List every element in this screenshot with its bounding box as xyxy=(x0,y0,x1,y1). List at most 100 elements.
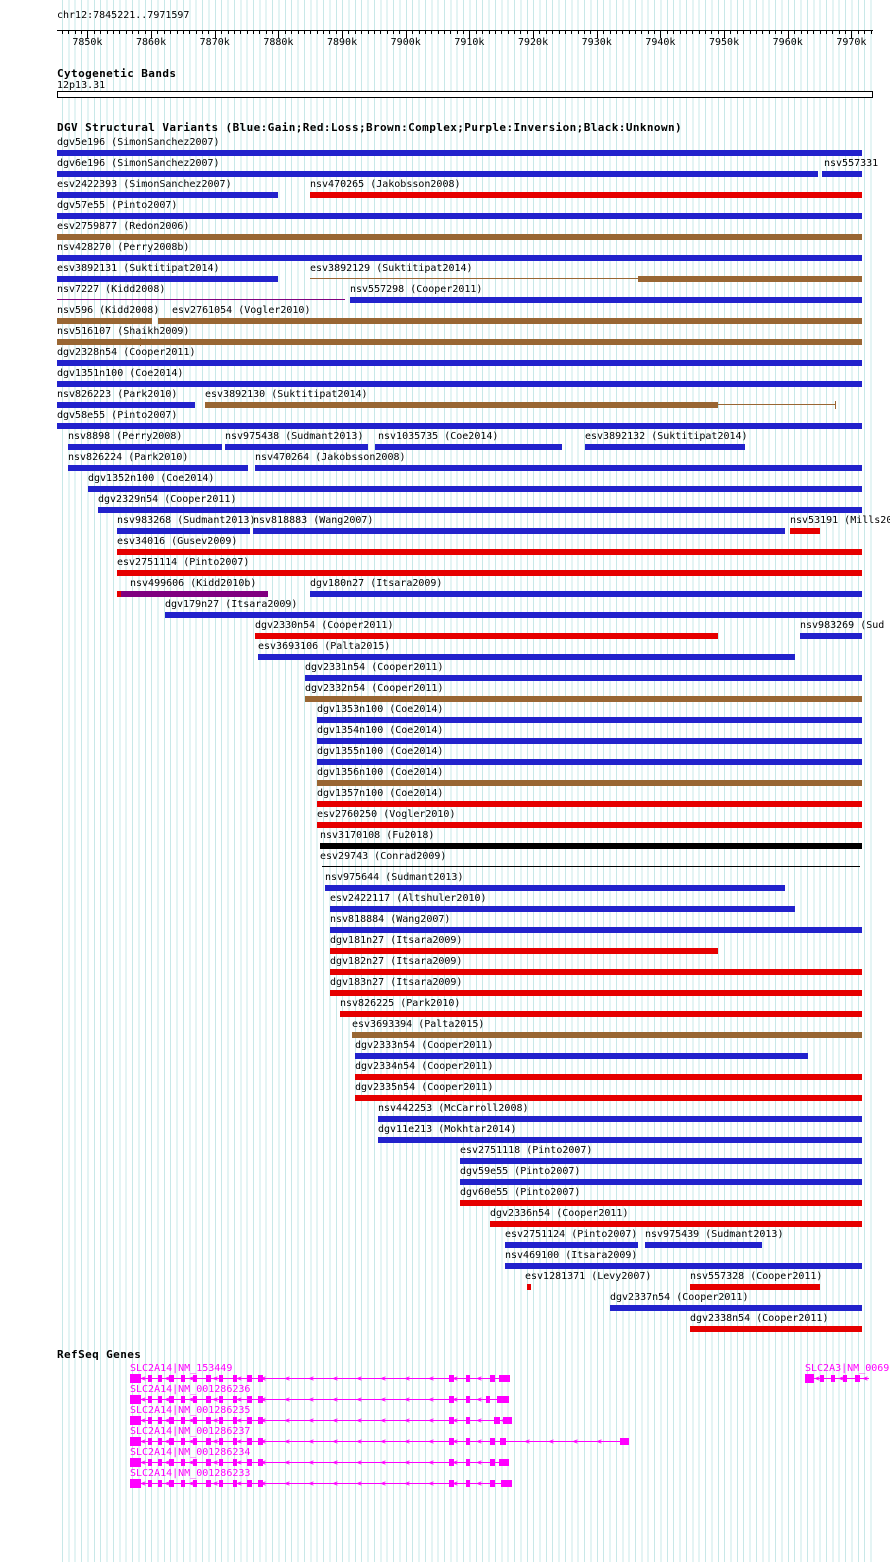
variant-label[interactable]: dgv1355n100 (Coe2014) xyxy=(317,746,444,757)
gene-first-exon[interactable] xyxy=(130,1437,141,1446)
variant-bar[interactable] xyxy=(325,885,785,891)
variant-label[interactable]: nsv557331 xyxy=(824,158,879,169)
gene-exon[interactable] xyxy=(181,1417,185,1424)
cytogenetic-band-glyph[interactable] xyxy=(57,91,873,98)
variant-label[interactable]: dgv57e55 (Pinto2007) xyxy=(57,200,178,211)
variant-label[interactable]: nsv3170108 (Fu2018) xyxy=(320,830,435,841)
variant-label[interactable]: nsv826225 (Park2010) xyxy=(340,998,461,1009)
variant-label[interactable]: esv2422393 (SimonSanchez2007) xyxy=(57,179,232,190)
gene-exon[interactable] xyxy=(193,1480,197,1487)
gene-exon[interactable] xyxy=(233,1459,237,1466)
variant-bar[interactable] xyxy=(68,444,222,450)
variant-label[interactable]: nsv516107 (Shaikh2009) xyxy=(57,326,190,337)
variant-label[interactable]: dgv2333n54 (Cooper2011) xyxy=(355,1040,494,1051)
variant-bar[interactable] xyxy=(165,612,862,618)
gene-exon[interactable] xyxy=(247,1438,252,1445)
variant-bar[interactable] xyxy=(57,255,862,261)
variant-bar[interactable] xyxy=(57,171,818,177)
gene-first-exon[interactable] xyxy=(805,1374,814,1383)
gene-exon[interactable] xyxy=(169,1396,174,1403)
gene-label[interactable]: SLC2A3|NM_0069 xyxy=(805,1363,890,1374)
gene-exon[interactable] xyxy=(181,1438,185,1445)
variant-bar[interactable] xyxy=(330,969,862,975)
gene-first-exon[interactable] xyxy=(130,1416,141,1425)
variant-label[interactable]: dgv6e196 (SimonSanchez2007) xyxy=(57,158,220,169)
variant-bar[interactable] xyxy=(375,444,562,450)
gene-exon[interactable] xyxy=(466,1438,470,1445)
variant-bar[interactable] xyxy=(460,1200,862,1206)
variant-label[interactable]: nsv442253 (McCarroll2008) xyxy=(378,1103,529,1114)
gene-exon[interactable] xyxy=(466,1396,470,1403)
variant-label[interactable]: dgv2334n54 (Cooper2011) xyxy=(355,1061,494,1072)
gene-exon[interactable] xyxy=(181,1480,185,1487)
variant-label[interactable]: dgv58e55 (Pinto2007) xyxy=(57,410,178,421)
variant-label[interactable]: esv2761054 (Vogler2010) xyxy=(172,305,311,316)
gene-exon[interactable] xyxy=(148,1375,152,1382)
gene-intron-line[interactable] xyxy=(135,1462,506,1463)
variant-label[interactable]: dgv1352n100 (Coe2014) xyxy=(88,473,215,484)
variant-bar[interactable] xyxy=(305,696,862,702)
variant-label[interactable]: esv29743 (Conrad2009) xyxy=(320,851,447,862)
variant-bar[interactable] xyxy=(57,276,278,282)
variant-bar[interactable] xyxy=(355,1053,808,1059)
gene-exon[interactable] xyxy=(219,1438,223,1445)
variant-label[interactable]: esv3892130 (Suktitipat2014) xyxy=(205,389,368,400)
variant-label[interactable]: dgv2336n54 (Cooper2011) xyxy=(490,1208,629,1219)
gene-exon[interactable] xyxy=(233,1396,237,1403)
gene-exon[interactable] xyxy=(843,1375,847,1382)
variant-bar[interactable] xyxy=(88,486,862,492)
variant-bar[interactable] xyxy=(68,465,248,471)
variant-label[interactable]: esv3892129 (Suktitipat2014) xyxy=(310,263,473,274)
variant-bar[interactable] xyxy=(117,528,250,534)
gene-exon[interactable] xyxy=(181,1459,185,1466)
gene-exon[interactable] xyxy=(219,1375,223,1382)
variant-label[interactable]: esv3892132 (Suktitipat2014) xyxy=(585,431,748,442)
gene-label[interactable]: SLC2A14|NM_001286233 xyxy=(130,1468,251,1479)
gene-exon[interactable] xyxy=(219,1396,223,1403)
gene-exon[interactable] xyxy=(169,1438,174,1445)
variant-label[interactable]: esv2759877 (Redon2006) xyxy=(57,221,190,232)
variant-bar[interactable] xyxy=(355,1074,862,1080)
gene-exon[interactable] xyxy=(503,1417,512,1424)
gene-exon[interactable] xyxy=(233,1417,237,1424)
gene-intron-line[interactable] xyxy=(135,1441,625,1442)
variant-bar[interactable] xyxy=(320,843,862,849)
variant-label[interactable]: dgv2337n54 (Cooper2011) xyxy=(610,1292,749,1303)
gene-exon[interactable] xyxy=(206,1396,211,1403)
gene-label[interactable]: SLC2A14|NM_153449 xyxy=(130,1363,233,1374)
gene-exon[interactable] xyxy=(501,1480,512,1487)
gene-exon[interactable] xyxy=(466,1417,470,1424)
variant-bar[interactable] xyxy=(645,1242,762,1248)
variant-bar[interactable] xyxy=(350,297,862,303)
gene-exon[interactable] xyxy=(247,1417,252,1424)
variant-label[interactable]: nsv826224 (Park2010) xyxy=(68,452,189,463)
gene-first-exon[interactable] xyxy=(130,1458,141,1467)
variant-bar[interactable] xyxy=(98,507,862,513)
variant-bar[interactable] xyxy=(57,318,152,324)
variant-label[interactable]: nsv8898 (Perry2008) xyxy=(68,431,183,442)
gene-exon[interactable] xyxy=(193,1396,197,1403)
variant-label[interactable]: dgv183n27 (Itsara2009) xyxy=(330,977,463,988)
variant-label[interactable]: nsv499606 (Kidd2010b) xyxy=(130,578,257,589)
gene-exon[interactable] xyxy=(247,1480,252,1487)
variant-bar[interactable] xyxy=(317,717,862,723)
variant-label[interactable]: nsv975438 (Sudmant2013) xyxy=(225,431,364,442)
gene-exon[interactable] xyxy=(193,1417,197,1424)
variant-bar[interactable] xyxy=(57,192,278,198)
variant-bar[interactable] xyxy=(57,339,862,345)
gene-exon[interactable] xyxy=(490,1375,495,1382)
variant-bar[interactable] xyxy=(317,780,862,786)
variant-bar[interactable] xyxy=(317,759,862,765)
variant-bar[interactable] xyxy=(505,1263,862,1269)
gene-exon[interactable] xyxy=(169,1375,174,1382)
gene-exon[interactable] xyxy=(258,1459,263,1466)
variant-label[interactable]: esv1281371 (Levy2007) xyxy=(525,1271,652,1282)
gene-exon[interactable] xyxy=(169,1417,174,1424)
variant-bar[interactable] xyxy=(490,1221,862,1227)
gene-exon[interactable] xyxy=(169,1459,174,1466)
gene-exon[interactable] xyxy=(494,1417,500,1424)
variant-bar[interactable] xyxy=(57,381,862,387)
variant-label[interactable]: nsv470265 (Jakobsson2008) xyxy=(310,179,461,190)
gene-intron-line[interactable] xyxy=(135,1378,506,1379)
variant-label[interactable]: nsv596 (Kidd2008) xyxy=(57,305,160,316)
